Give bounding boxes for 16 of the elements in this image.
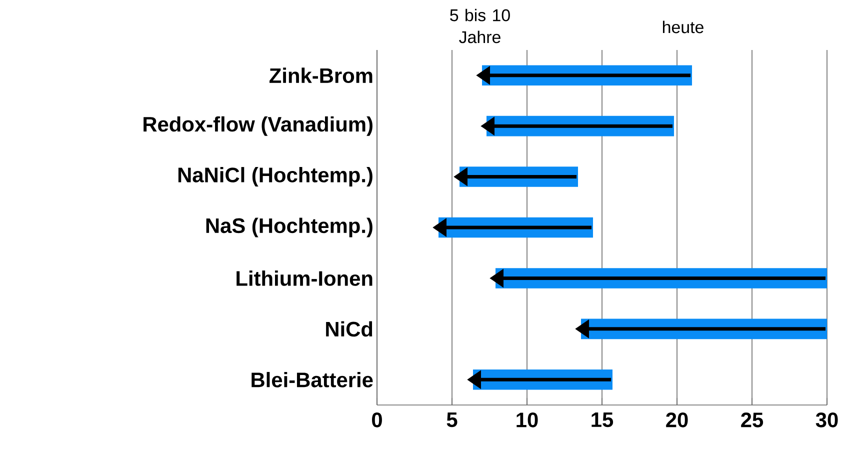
x-tick-label: 5 <box>446 412 458 428</box>
x-tick-label: 30 <box>816 412 838 428</box>
x-tick-label: 15 <box>592 412 614 428</box>
y-tick-label: Zink-Brom <box>270 68 372 84</box>
y-tick-label: NiCd <box>326 321 372 337</box>
text: heute <box>662 20 704 34</box>
x-tick-label: 0 <box>372 412 382 428</box>
x-tick-label: 10 <box>516 412 538 428</box>
y-tick-label: Blei-Batterie <box>252 372 373 388</box>
y-tick-label: NaS (Hochtemp.) <box>206 218 372 238</box>
x-tick-label: 20 <box>666 412 688 428</box>
text: 5 bis 10 Jahre <box>450 8 510 44</box>
y-tick-label: Lithium-Ionen <box>236 270 372 286</box>
y-tick-label: NaNiCl (Hochtemp.) <box>178 167 372 187</box>
y-tick-label: Redox-flow (Vanadium) <box>144 116 372 136</box>
x-tick-label: 25 <box>741 412 764 428</box>
